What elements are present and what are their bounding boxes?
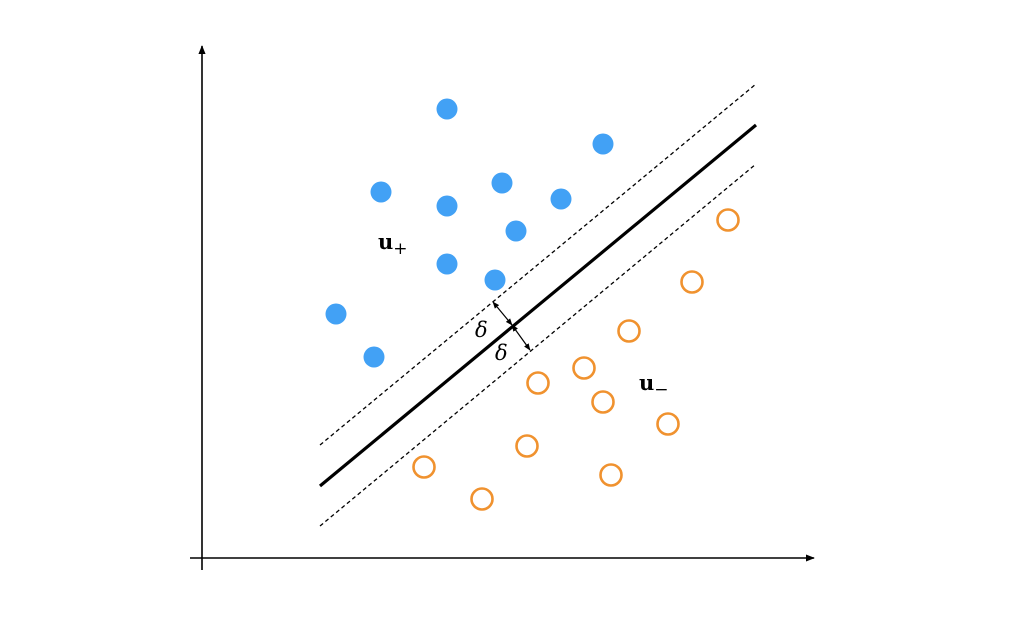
- negative-point: [572, 356, 596, 380]
- decision-boundary: [318, 123, 758, 488]
- positive-point: [484, 269, 506, 291]
- positive-point: [592, 133, 614, 155]
- delta-arrow-upper: [492, 301, 513, 326]
- negative-point: [591, 390, 615, 414]
- negative-point: [680, 270, 704, 294]
- negative-point: [599, 463, 623, 487]
- positive-point: [363, 346, 385, 368]
- positive-point: [436, 253, 458, 275]
- positive-point: [436, 98, 458, 120]
- negative-point: [716, 208, 740, 232]
- label-u-plus: u+: [378, 229, 408, 259]
- negative-point: [412, 455, 436, 479]
- positive-point: [436, 195, 458, 217]
- label-delta-upper: δ: [475, 318, 488, 342]
- positive-point: [550, 188, 572, 210]
- positive-point: [505, 220, 527, 242]
- negative-point: [515, 434, 539, 458]
- negative-point: [617, 319, 641, 343]
- negative-point: [470, 487, 494, 511]
- lower-margin-line: [319, 163, 757, 527]
- positive-point: [370, 181, 392, 203]
- negative-class-points: [412, 208, 740, 511]
- upper-margin-line: [319, 83, 757, 446]
- delta-arrow-lower: [511, 324, 531, 351]
- negative-point: [656, 412, 680, 436]
- label-u-minus: u−: [639, 370, 669, 400]
- label-delta-lower: δ: [495, 341, 508, 365]
- positive-point: [491, 172, 513, 194]
- positive-point: [325, 303, 347, 325]
- negative-point: [526, 371, 550, 395]
- positive-class-points: [325, 98, 614, 368]
